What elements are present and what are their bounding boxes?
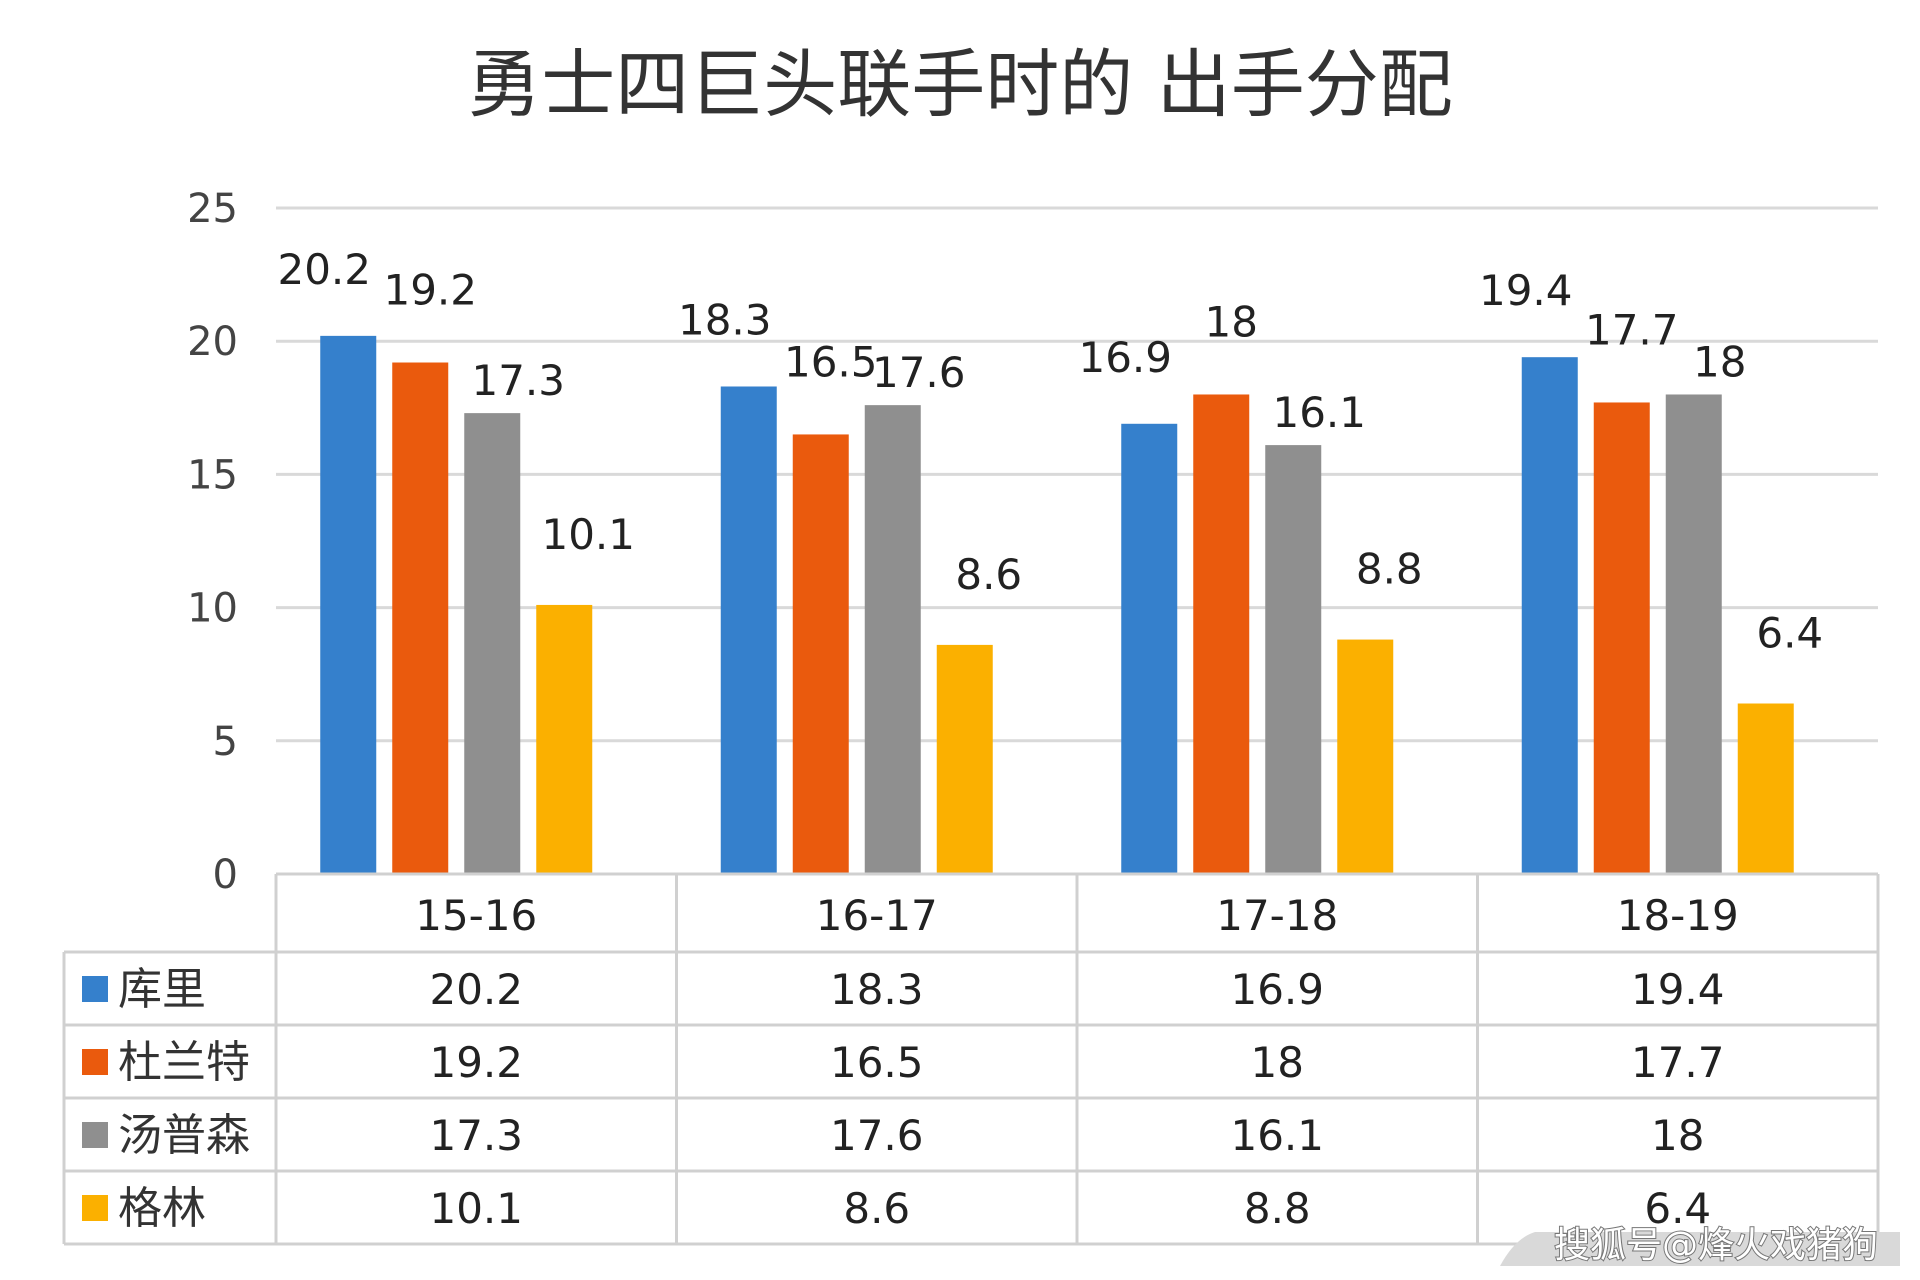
watermark-text: 搜狐号@烽火戏猪狗 xyxy=(1554,1225,1878,1266)
legend-key-汤普森 xyxy=(82,1122,108,1148)
y-tick-label-5: 5 xyxy=(213,719,238,765)
table-cell-格林-18-19: 6.4 xyxy=(1644,1184,1711,1233)
bar-16-17-格林 xyxy=(936,644,993,874)
y-axis-ticks: 0 5 10 15 20 25 xyxy=(187,186,238,898)
data-label-15-16-库里: 20.2 xyxy=(277,245,371,294)
bar-15-16-汤普森 xyxy=(464,413,521,874)
data-label-17-18-汤普森: 16.1 xyxy=(1272,388,1366,437)
data-table: 15-16 16-17 17-18 18-19 库里 20.2 18.3 16.9 19.4 杜兰… xyxy=(62,872,1880,1246)
table-cell-杜兰特-15-16: 19.2 xyxy=(429,1038,523,1087)
table-header-15-16: 15-16 xyxy=(415,891,537,940)
table-cell-杜兰特-17-18: 18 xyxy=(1251,1038,1304,1087)
table-cell-库里-16-17: 18.3 xyxy=(830,965,924,1014)
legend-key-杜兰特 xyxy=(82,1049,108,1075)
table-cell-库里-15-16: 20.2 xyxy=(429,965,523,1014)
table-cell-格林-15-16: 10.1 xyxy=(429,1184,523,1233)
data-label-16-17-汤普森: 17.6 xyxy=(872,348,966,397)
legend-label-杜兰特: 杜兰特 xyxy=(118,1037,250,1088)
legend-label-库里: 库里 xyxy=(118,964,206,1015)
data-label-15-16-杜兰特: 19.2 xyxy=(383,266,477,315)
data-label-15-16-汤普森: 17.3 xyxy=(471,356,565,405)
legend-key-格林 xyxy=(82,1195,108,1221)
bar-16-17-库里 xyxy=(720,386,777,874)
data-label-15-16-格林: 10.1 xyxy=(541,510,635,559)
y-tick-label-25: 25 xyxy=(187,186,238,232)
y-tick-label-20: 20 xyxy=(187,319,238,365)
bar-18-19-库里 xyxy=(1521,357,1578,875)
bar-17-18-格林 xyxy=(1337,639,1394,874)
data-label-18-19-杜兰特: 17.7 xyxy=(1585,305,1679,354)
bar-18-19-杜兰特 xyxy=(1593,402,1650,874)
bar-18-19-汤普森 xyxy=(1665,394,1722,874)
data-labels: 20.2 19.2 17.3 10.1 18.316.517.6 8.6 16.9 18 16.… xyxy=(277,245,1823,658)
bar-15-16-库里 xyxy=(320,335,377,874)
table-cell-汤普森-15-16: 17.3 xyxy=(429,1111,523,1160)
data-label-18-19-库里: 19.4 xyxy=(1479,266,1573,315)
bar-17-18-杜兰特 xyxy=(1193,394,1250,874)
bar-17-18-汤普森 xyxy=(1265,445,1322,874)
table-cell-汤普森-17-18: 16.1 xyxy=(1230,1111,1324,1160)
data-label-17-18-格林: 8.8 xyxy=(1356,545,1423,594)
table-cell-汤普森-16-17: 17.6 xyxy=(830,1111,924,1160)
legend-label-格林: 格林 xyxy=(118,1183,206,1234)
data-label-16-17-库里: 18.3 xyxy=(678,295,772,344)
bars xyxy=(320,335,1794,875)
table-cell-格林-17-18: 8.8 xyxy=(1244,1184,1311,1233)
table-header-16-17: 16-17 xyxy=(816,891,938,940)
bar-15-16-格林 xyxy=(536,604,593,874)
y-tick-label-10: 10 xyxy=(187,586,238,632)
bar-16-17-汤普森 xyxy=(864,405,921,874)
bar-16-17-杜兰特 xyxy=(792,434,849,874)
data-label-18-19-格林: 6.4 xyxy=(1756,609,1823,658)
table-cell-库里-18-19: 19.4 xyxy=(1631,965,1725,1014)
table-header-17-18: 17-18 xyxy=(1216,891,1338,940)
data-label-17-18-杜兰特: 18 xyxy=(1205,297,1258,346)
table-cell-库里-17-18: 16.9 xyxy=(1230,965,1324,1014)
bar-18-19-格林 xyxy=(1737,703,1794,874)
table-cell-格林-16-17: 8.6 xyxy=(843,1184,910,1233)
legend-label-汤普森: 汤普森 xyxy=(118,1110,250,1161)
data-label-18-19-汤普森: 18 xyxy=(1693,337,1746,386)
watermark: 搜狐号@烽火戏猪狗 xyxy=(1500,1224,1900,1267)
data-label-16-17-格林: 8.6 xyxy=(955,550,1022,599)
y-tick-label-15: 15 xyxy=(187,452,238,498)
bar-17-18-库里 xyxy=(1121,423,1178,874)
bar-15-16-杜兰特 xyxy=(392,362,449,874)
table-cell-汤普森-18-19: 18 xyxy=(1651,1111,1704,1160)
data-label-17-18-库里: 16.9 xyxy=(1078,333,1172,382)
table-cell-杜兰特-16-17: 16.5 xyxy=(830,1038,924,1087)
chart-title: 勇士四巨头联手时的 出手分配 xyxy=(467,42,1453,128)
table-header-18-19: 18-19 xyxy=(1617,891,1739,940)
data-label-16-17-杜兰特: 16.5 xyxy=(784,337,878,386)
table-cell-杜兰特-18-19: 17.7 xyxy=(1631,1038,1725,1087)
legend-key-库里 xyxy=(82,976,108,1002)
y-tick-label-0: 0 xyxy=(213,852,238,898)
